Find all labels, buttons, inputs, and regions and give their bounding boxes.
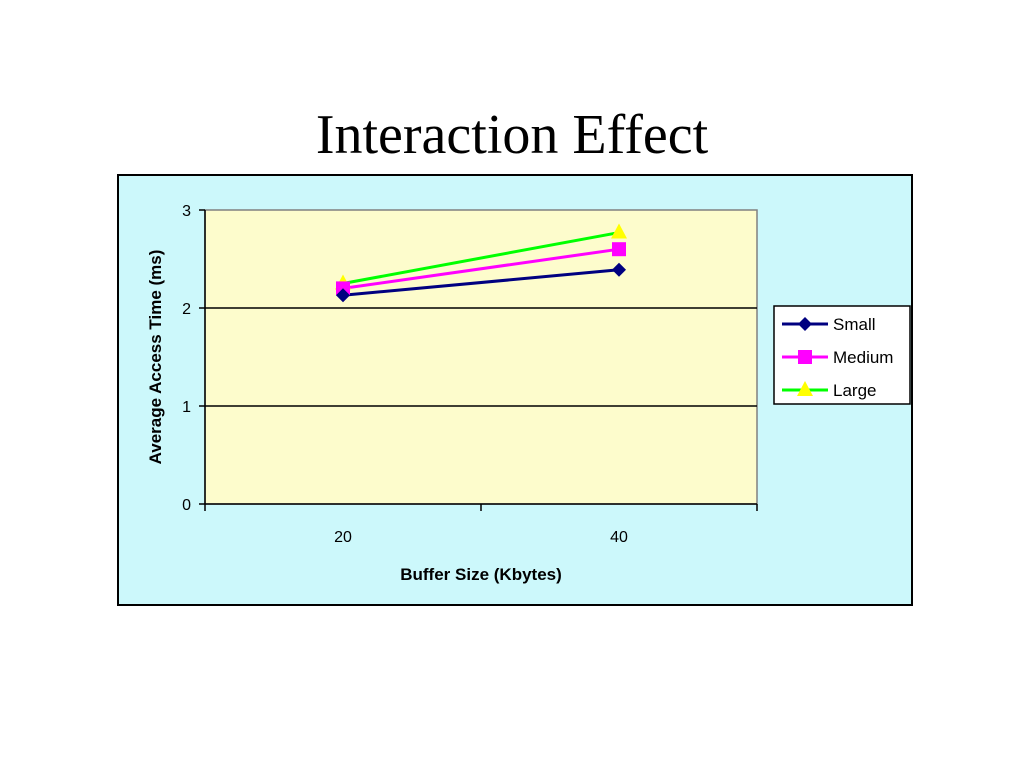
data-point-small [612, 262, 626, 277]
y-tick-label: 0 [182, 497, 191, 514]
x-axis-title: Buffer Size (Kbytes) [400, 565, 562, 584]
series-line-large [342, 231, 620, 285]
plot-area [204, 209, 758, 505]
chart-frame: 0 1 2 3 20 40 Average Access Time (ms) Buffer… [117, 174, 913, 606]
x-tick-label: 20 [334, 529, 352, 546]
legend: Small Medium Large [773, 305, 911, 405]
legend-label: Medium [833, 348, 893, 367]
line-chart: 0 1 2 3 20 40 Average Access Time (ms) Buffer… [146, 203, 911, 584]
legend-marker [798, 350, 812, 364]
slide-title: Interaction Effect [315, 104, 709, 166]
legend-label: Small [833, 315, 876, 334]
data-point-large [611, 223, 627, 239]
legend-label: Large [833, 381, 876, 400]
data-point-small [336, 288, 350, 303]
y-axis-title: Average Access Time (ms) [146, 250, 165, 465]
legend-box [773, 305, 911, 405]
legend-marker [798, 317, 812, 331]
legend-marker [797, 381, 813, 396]
y-tick-label: 1 [182, 399, 191, 416]
y-tick-label: 2 [182, 301, 191, 318]
data-point-medium [612, 242, 626, 257]
x-tick-label: 40 [610, 529, 628, 546]
y-tick-label: 3 [182, 203, 191, 220]
series-line-medium [342, 247, 620, 290]
series-line-small [342, 268, 620, 297]
